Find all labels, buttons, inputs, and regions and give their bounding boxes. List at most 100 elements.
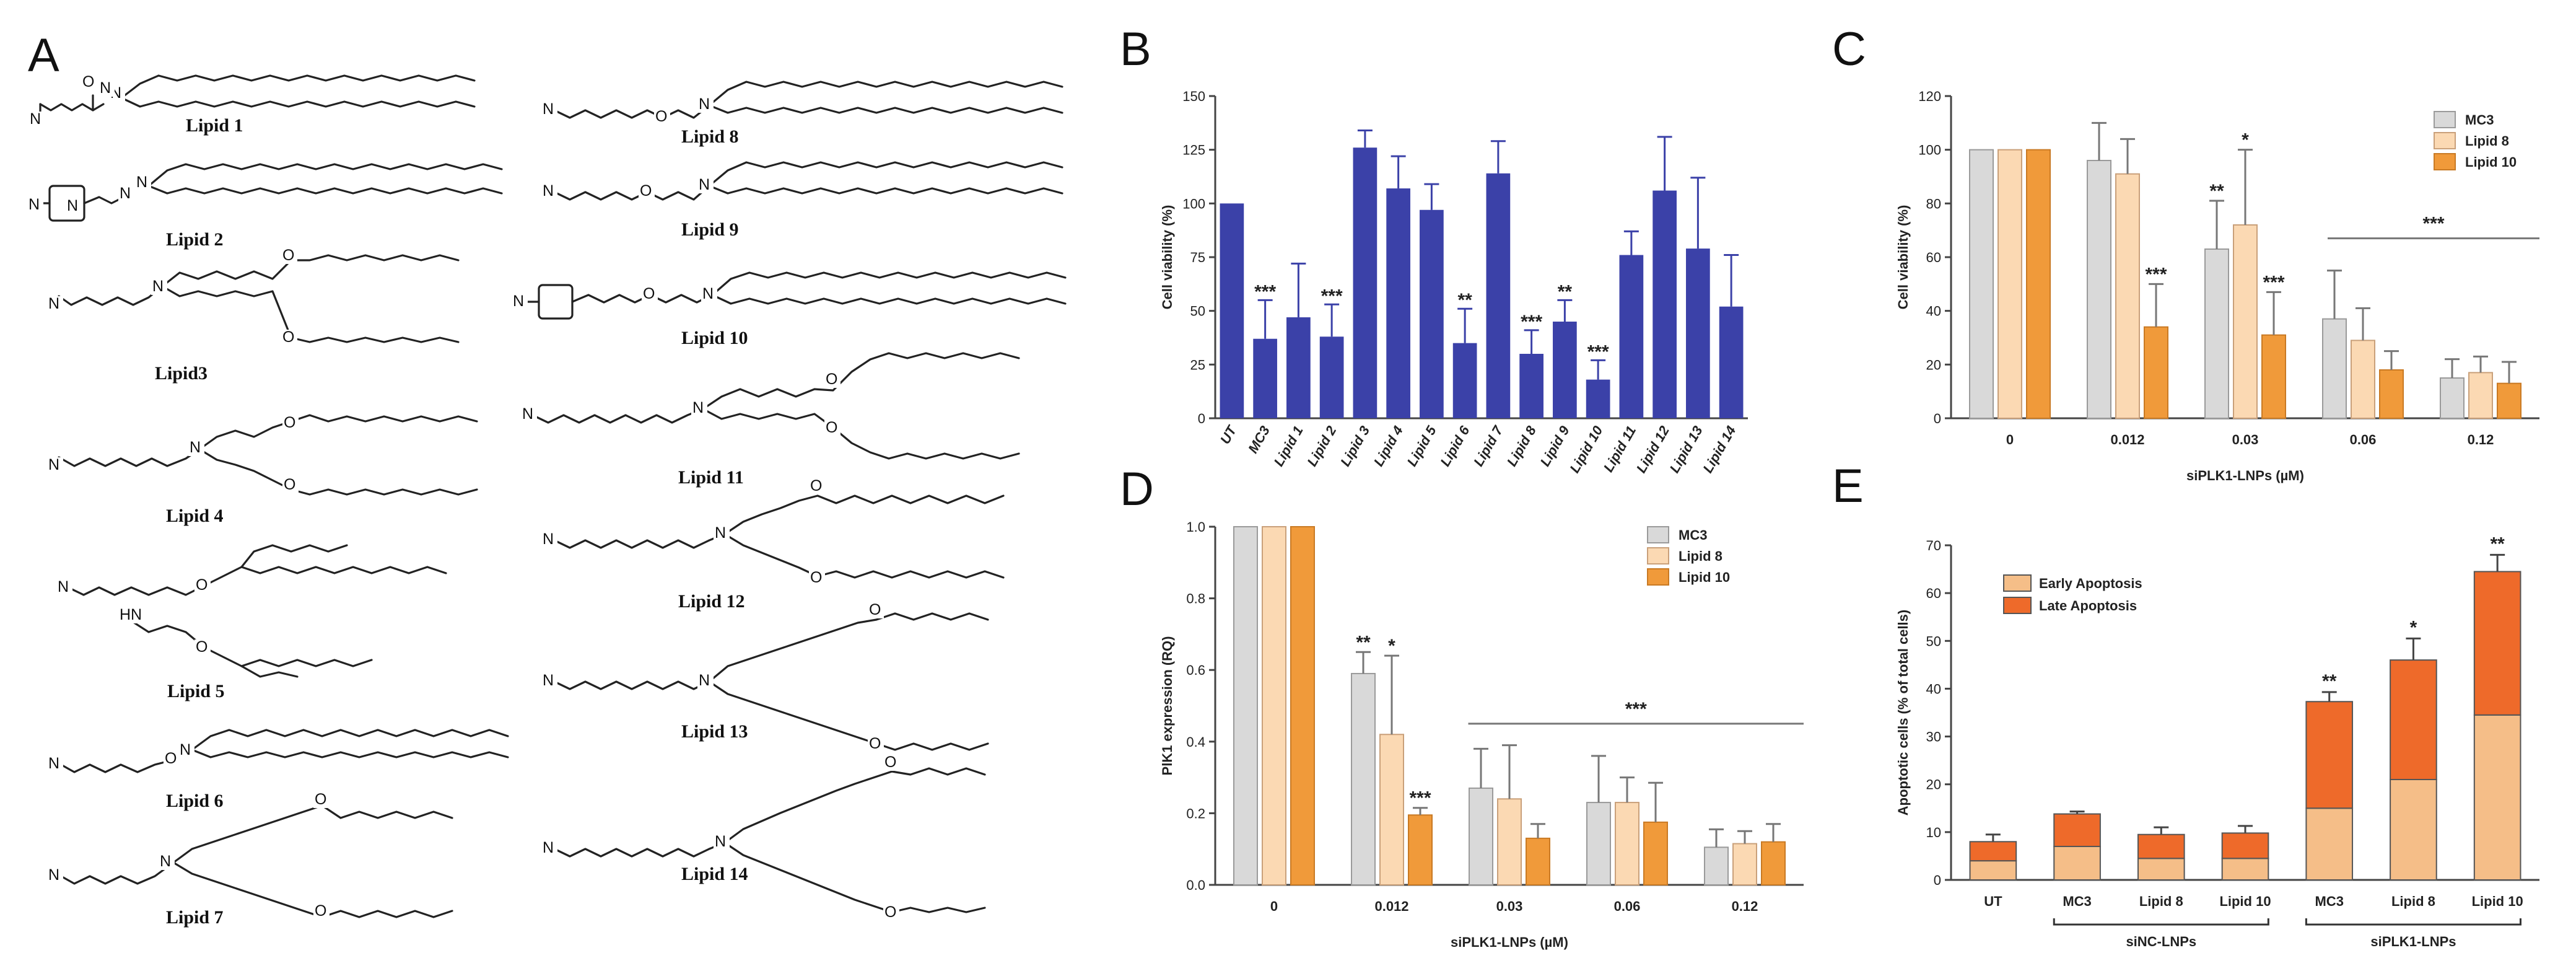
structure-lipid-14: Lipid 14 [553, 767, 986, 913]
legend-label: Lipid 10 [2465, 154, 2517, 170]
lipid-label: Lipid 10 [681, 328, 748, 348]
panel-label-e: E [1832, 460, 1864, 512]
atom-label: N [190, 439, 201, 456]
atom-bg [118, 186, 134, 202]
y-axis-label: Cell viability (%) [1159, 205, 1175, 310]
atom-label: O [884, 754, 896, 771]
legend-swatch [2434, 111, 2456, 128]
significance-marker: *** [2145, 264, 2167, 284]
legend-swatch [1647, 547, 1669, 565]
atom-label: N [136, 174, 147, 191]
legend-label: MC3 [1679, 527, 1707, 543]
atom-bg [541, 532, 557, 548]
lipid-label: Lipid 9 [681, 219, 739, 240]
atom-label: N [543, 672, 554, 689]
atom-bg [151, 279, 167, 295]
bar [2379, 369, 2404, 419]
atom-label: O [282, 247, 294, 264]
significance-marker: *** [1625, 699, 1647, 719]
structure-lipid-10: Lipid 10 [524, 271, 1067, 348]
x-tick-label: 0 [2006, 432, 2014, 447]
x-tick-label: 0 [1270, 899, 1278, 914]
atom-label: N [543, 182, 554, 200]
structure-lipid-12: Lipid 12 [553, 494, 1005, 612]
significance-marker: * [2410, 617, 2417, 638]
atom-label: O [315, 902, 326, 920]
bar [1586, 802, 1611, 886]
bar [1732, 843, 1757, 886]
legend-swatch [1647, 568, 1669, 586]
significance-marker: ** [1457, 290, 1472, 310]
significance-marker: *** [2422, 214, 2444, 234]
significance-marker: *** [1587, 341, 1609, 362]
structure-lipid-3: Lipid3 [58, 254, 460, 384]
structure-lipid-9: Lipid 9 [553, 161, 1063, 240]
atom-bg [541, 673, 557, 689]
chart-d-plk1-expression: 0.0 0.2 0.4 0.6 0.8 1.0 PlK1 expression (RQ) 0 *… [1159, 519, 1804, 950]
x-tick-label: MC3 [2315, 894, 2343, 909]
atom-bg [541, 102, 557, 118]
legend-label: MC3 [2465, 112, 2494, 128]
lipid-label: Lipid 2 [166, 229, 224, 250]
x-tick-label: 0.12 [2468, 432, 2494, 447]
group-bracket [2305, 918, 2521, 926]
atom-bg [541, 840, 557, 856]
atom-bg [281, 330, 297, 346]
bar [1452, 343, 1477, 418]
bar [1519, 354, 1543, 418]
bar [2087, 160, 2111, 419]
bar-segment [2137, 833, 2185, 859]
atom-bg [81, 74, 97, 90]
atom-label: N [543, 839, 554, 856]
legend-swatch [2003, 597, 2032, 614]
panel-label-d: D [1120, 463, 1154, 516]
bar-segment [2390, 659, 2437, 780]
y-tick-label: 25 [1190, 357, 1205, 372]
atom-label: O [826, 419, 837, 436]
bar [1704, 846, 1729, 886]
atom-label: N [702, 285, 714, 302]
bar [1262, 526, 1286, 885]
y-axis-label: Apoptotic cells (% of total cells) [1895, 610, 1911, 815]
y-axis-label: PlK1 expression (RQ) [1159, 636, 1175, 776]
atom-label: O [284, 414, 295, 431]
significance-marker: ** [2209, 181, 2224, 201]
lipid-label: Lipid 4 [166, 506, 224, 526]
atom-label: O [196, 638, 207, 656]
x-tick-label: Lipid 3 [1337, 423, 1373, 469]
bar-segment [1969, 860, 2017, 881]
x-tick-label: Lipid 5 [1404, 423, 1439, 469]
group-label: siNC-LNPs [2126, 934, 2196, 949]
bar [2144, 326, 2168, 420]
y-tick-label: 1.0 [1186, 519, 1205, 535]
atom-label: O [884, 903, 896, 921]
y-tick-label: 70 [1926, 538, 1941, 553]
atom-bg [868, 736, 884, 752]
bar [1386, 188, 1410, 418]
legend-swatch [2003, 574, 2032, 592]
atom-bg [47, 457, 63, 473]
bar [1761, 841, 1786, 886]
bar [1619, 255, 1644, 418]
bar [1497, 798, 1522, 886]
atom-label: N [513, 292, 524, 310]
y-tick-label: 125 [1182, 143, 1205, 158]
atom-label: N [152, 278, 164, 295]
x-tick-label: 0.06 [2350, 432, 2377, 447]
x-axis-label: siPLK1-LNPs (µM) [1451, 934, 1568, 950]
bar-segment [2053, 846, 2101, 881]
bar [1408, 814, 1433, 886]
x-tick-label: Lipid 2 [1304, 423, 1339, 469]
atom-bg [714, 525, 730, 542]
y-tick-label: 50 [1926, 633, 1941, 649]
bar-segment [2305, 807, 2354, 881]
atom-label: N [543, 530, 554, 548]
bar [1319, 336, 1344, 418]
atom-bg [178, 742, 194, 758]
y-tick-label: 75 [1190, 250, 1205, 265]
bar [1486, 173, 1511, 418]
bar [2468, 372, 2493, 419]
y-axis-label: Cell viability (%) [1895, 205, 1911, 310]
structure-lipid-5: Lipid 5 [67, 544, 447, 701]
x-tick-label: 0.012 [1374, 899, 1408, 914]
